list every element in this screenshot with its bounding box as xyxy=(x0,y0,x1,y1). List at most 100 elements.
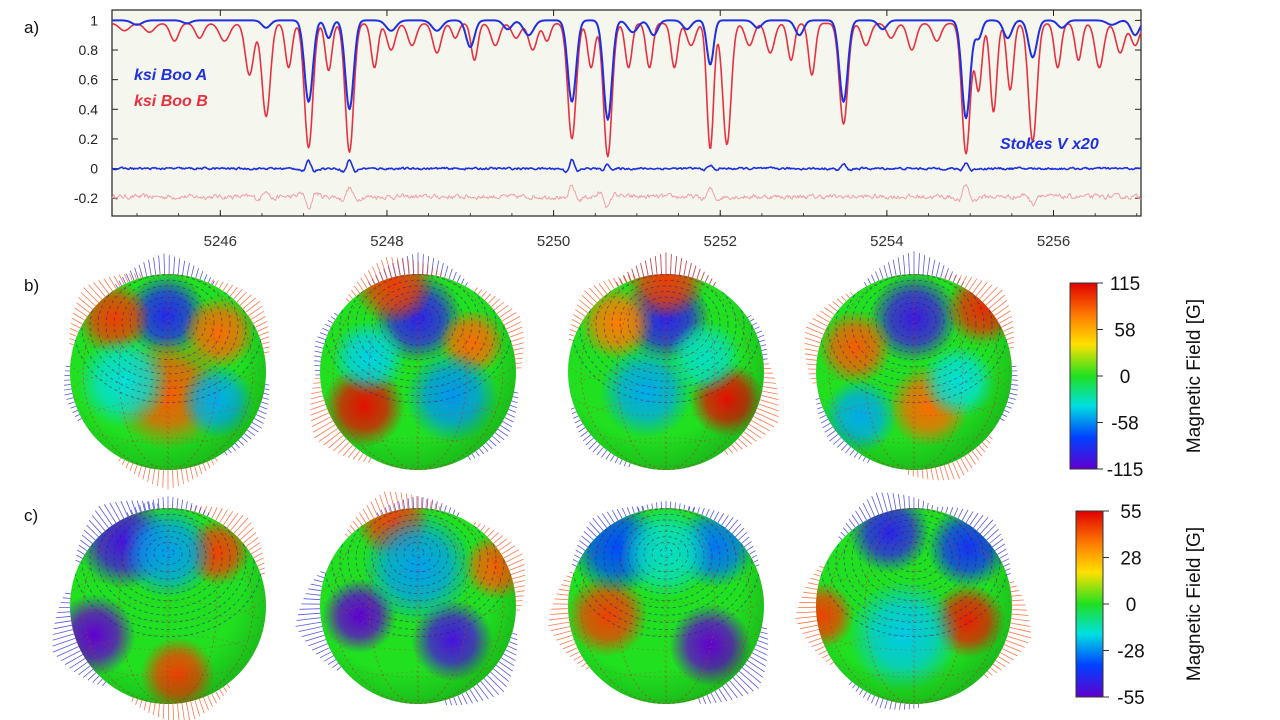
field-spike xyxy=(315,340,325,345)
field-spike xyxy=(637,507,640,512)
field-spike xyxy=(1007,635,1029,644)
field-spike xyxy=(190,506,193,511)
field-spike xyxy=(350,289,357,297)
field-spike xyxy=(806,363,817,366)
field-spike xyxy=(430,501,432,509)
field-spike xyxy=(72,409,78,413)
field-spike xyxy=(833,437,842,445)
field-vector-ring xyxy=(571,508,761,638)
field-spike xyxy=(136,500,141,513)
field-spike xyxy=(930,468,934,480)
longitude-line xyxy=(118,274,218,470)
latitude-line xyxy=(111,671,225,701)
field-spike xyxy=(944,274,947,280)
field-spike xyxy=(401,258,405,275)
field-spike xyxy=(73,661,88,673)
field-spike xyxy=(513,580,526,584)
field-spike xyxy=(383,268,388,280)
field-spike xyxy=(809,322,826,331)
field-spike xyxy=(76,554,83,559)
field-spike xyxy=(805,353,818,357)
field-spike xyxy=(301,630,324,637)
field-spike xyxy=(215,508,223,521)
field-spike xyxy=(74,307,88,317)
field-spike xyxy=(628,463,631,468)
field-spike xyxy=(207,695,213,707)
field-spike xyxy=(802,629,819,634)
field-spike xyxy=(228,448,232,454)
field-vector-ring xyxy=(395,302,441,339)
field-spike xyxy=(56,646,79,657)
field-vector-ring xyxy=(137,296,199,346)
field-spike xyxy=(889,701,893,710)
field-spike xyxy=(998,315,1012,324)
field-spike xyxy=(640,263,645,277)
field-spike xyxy=(487,675,505,693)
field-spike xyxy=(481,291,487,298)
field-spike xyxy=(262,397,269,400)
field-spike xyxy=(314,345,324,349)
field-spike xyxy=(996,310,1011,320)
field-vector-ring xyxy=(595,508,737,616)
field-spike xyxy=(704,275,709,283)
field-spike xyxy=(888,262,893,277)
field-vector-ring xyxy=(371,285,465,360)
latitude-line xyxy=(111,437,225,467)
field-spike xyxy=(407,498,410,509)
field-spike xyxy=(118,280,122,286)
field-spike xyxy=(412,497,414,509)
field-spike xyxy=(644,260,649,276)
field-spike xyxy=(808,637,822,643)
field-spike xyxy=(248,542,261,551)
field-spike xyxy=(804,342,820,348)
field-spike xyxy=(392,263,397,277)
field-spike xyxy=(499,308,513,318)
field-spike xyxy=(822,422,831,429)
c-sphere-4 xyxy=(795,492,1032,710)
field-spike xyxy=(510,404,518,408)
field-spike xyxy=(994,305,1010,317)
field-spike xyxy=(585,437,594,446)
field-spike xyxy=(926,469,929,480)
field-spike xyxy=(581,295,594,307)
field-spike xyxy=(148,702,151,713)
field-spike xyxy=(226,512,239,529)
field-spot xyxy=(669,604,752,687)
y-tick-label: 0.2 xyxy=(79,131,99,147)
field-vector-ring xyxy=(379,525,457,587)
field-spike xyxy=(721,515,729,526)
field-spike xyxy=(797,620,818,625)
field-spike xyxy=(596,447,604,456)
field-spike xyxy=(570,323,579,329)
field-spike xyxy=(449,698,453,706)
field-spot xyxy=(689,362,764,437)
y-tick-label: 0 xyxy=(90,161,98,177)
field-spike xyxy=(692,506,696,513)
latitude-line xyxy=(817,367,1011,417)
field-spike xyxy=(960,276,967,287)
field-spike xyxy=(674,502,676,509)
field-spike xyxy=(323,655,334,662)
field-spike xyxy=(762,386,778,390)
field-spike xyxy=(505,553,523,563)
field-spike xyxy=(176,498,179,509)
field-spike xyxy=(845,293,850,299)
field-spike xyxy=(406,493,409,509)
field-spike xyxy=(444,700,447,706)
field-spike xyxy=(1009,581,1015,584)
field-vector-ring xyxy=(129,291,207,353)
field-spike xyxy=(69,328,79,333)
field-vector-ring xyxy=(907,547,921,558)
field-spike xyxy=(549,617,569,621)
field-spike xyxy=(153,257,157,275)
field-spike xyxy=(744,663,764,678)
field-spike xyxy=(940,265,945,278)
field-spike xyxy=(333,312,339,317)
field-spike xyxy=(314,355,322,358)
field-spike xyxy=(921,469,924,479)
field-spike xyxy=(295,621,322,627)
field-spike xyxy=(103,278,113,292)
field-spike xyxy=(264,388,270,391)
field-vector-ring xyxy=(859,279,969,368)
field-spike xyxy=(617,276,623,285)
